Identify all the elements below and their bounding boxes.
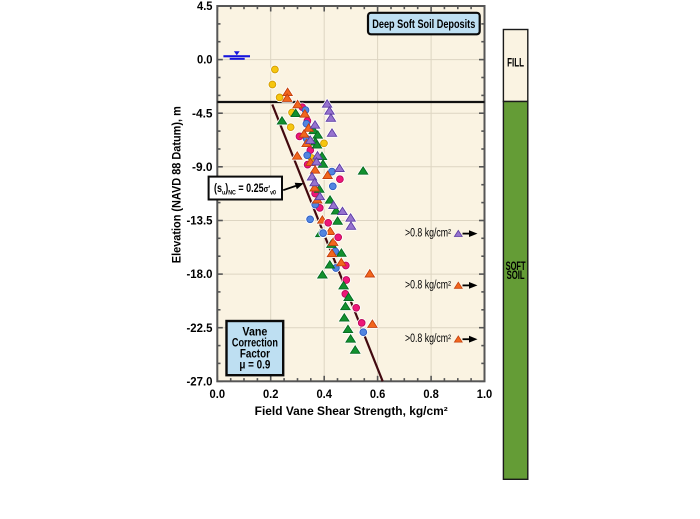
svg-text:Deep Soft Soil Deposits: Deep Soft Soil Deposits (372, 19, 475, 31)
svg-text:0.0: 0.0 (197, 55, 213, 67)
svg-text:-22.5: -22.5 (187, 323, 214, 335)
svg-text:1.0: 1.0 (477, 389, 493, 401)
svg-text:0.6: 0.6 (370, 389, 386, 401)
svg-text:SOFT: SOFT (506, 261, 526, 273)
svg-text:μ = 0.9: μ = 0.9 (239, 359, 270, 371)
svg-text:>0.8 kg/cm²: >0.8 kg/cm² (405, 228, 451, 240)
svg-text:>0.8 kg/cm²: >0.8 kg/cm² (405, 279, 451, 291)
svg-text:Vane: Vane (242, 326, 267, 338)
svg-text:-4.5: -4.5 (192, 108, 213, 120)
svg-text:-13.5: -13.5 (187, 216, 214, 228)
svg-text:Correction: Correction (232, 337, 278, 349)
svg-text:>0.8 kg/cm²: >0.8 kg/cm² (405, 333, 451, 345)
svg-text:SOIL: SOIL (507, 270, 525, 282)
svg-text:0.2: 0.2 (263, 389, 279, 401)
svg-text:Field Vane Shear Strength, kg/: Field Vane Shear Strength, kg/cm² (255, 406, 448, 418)
svg-text:0.4: 0.4 (316, 389, 332, 401)
svg-text:-9.0: -9.0 (192, 162, 213, 174)
svg-text:0.0: 0.0 (210, 389, 226, 401)
svg-text:4.5: 4.5 (197, 1, 213, 13)
svg-text:0.8: 0.8 (423, 389, 439, 401)
svg-text:Factor: Factor (240, 348, 270, 360)
svg-text:Elevation (NAVD 88 Datum), m: Elevation (NAVD 88 Datum), m (172, 106, 184, 263)
svg-text:FILL: FILL (507, 57, 524, 69)
svg-text:-27.0: -27.0 (187, 376, 213, 388)
svg-text:-18.0: -18.0 (187, 269, 213, 281)
